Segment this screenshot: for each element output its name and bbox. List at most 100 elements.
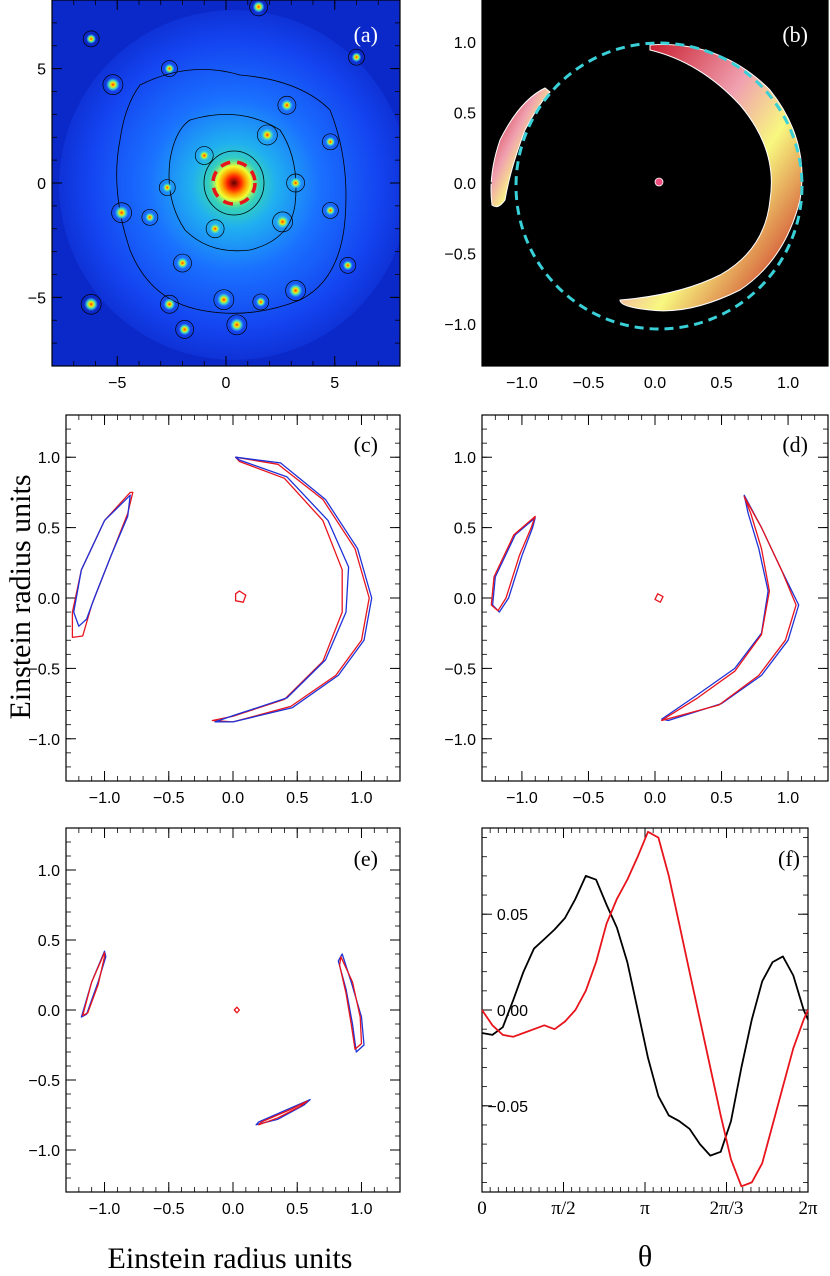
x-tick-label: 2π — [798, 1198, 818, 1219]
satellite-galaxy — [288, 283, 303, 298]
x-tick-label: 2π/3 — [710, 1198, 744, 1219]
panel-a-label: (a) — [354, 22, 378, 47]
satellite-contour — [158, 179, 176, 196]
x-tick-label: −0.5 — [573, 375, 605, 392]
panel-e-contours — [80, 950, 365, 1126]
satellite-contour — [141, 208, 159, 226]
x-tick-label: 0.5 — [286, 790, 308, 807]
y-tick-label: 0.5 — [38, 521, 60, 538]
satellite-contour — [173, 253, 192, 273]
satellite-contour — [286, 173, 305, 193]
panel-b-label: (b) — [782, 22, 808, 47]
panel-c-label: (c) — [354, 432, 378, 457]
panel-c-frame — [65, 414, 401, 782]
y-tick-label: −1.0 — [28, 1143, 60, 1160]
critical-curve — [211, 160, 257, 206]
contour-red-right-arc — [338, 956, 363, 1050]
outer-isophote — [116, 68, 347, 314]
satellite-contour — [322, 133, 339, 151]
x-tick-label: −1.0 — [506, 375, 538, 392]
y-tick-label: −0.05 — [488, 1099, 529, 1116]
satellite-contour — [256, 124, 278, 146]
x-tick-label: −1.0 — [89, 1201, 121, 1218]
satellite-galaxy — [144, 212, 155, 223]
satellite-contour — [277, 95, 297, 115]
satellite-galaxies — [80, 0, 365, 339]
y-tick-label: 1.0 — [454, 450, 476, 467]
x-tick-label: 0.5 — [286, 1201, 308, 1218]
satellite-galaxy — [84, 297, 99, 312]
satellite-galaxy — [255, 296, 266, 307]
x-tick-label: −0.5 — [153, 790, 185, 807]
x-tick-label: 0 — [222, 375, 231, 392]
y-tick-label: 0.0 — [38, 1003, 60, 1020]
satellite-contour — [348, 48, 365, 66]
panel-f-frame — [481, 827, 809, 1193]
contour-blue-right-arc — [214, 456, 373, 723]
x-tick-label: 0.5 — [710, 790, 732, 807]
x-tick-label: 1.0 — [350, 790, 372, 807]
panel-a-axes: −5 0 5 −5 0 5 — [28, 0, 401, 392]
x-axis-label: Einstein radius units — [108, 1242, 353, 1275]
series-red — [481, 830, 809, 1188]
contour-red-central — [654, 593, 664, 603]
satellite-galaxy — [162, 182, 173, 193]
satellite-galaxy — [114, 205, 129, 220]
y-tick-label: 1.0 — [38, 450, 60, 467]
panel-b: −1.0 −0.5 0.0 0.5 1.0 −1.0 −0.5 0.0 0.5 1.0 (b) — [444, 0, 829, 392]
satellite-galaxy — [178, 323, 191, 336]
satellite-galaxy — [351, 52, 362, 63]
satellite-contour — [161, 60, 178, 77]
satellite-contour — [82, 30, 100, 48]
y-tick-label: 0.0 — [454, 176, 476, 193]
satellite-contour — [160, 294, 179, 314]
contour-red-left-arc — [82, 951, 106, 1017]
satellite-galaxy — [198, 149, 211, 162]
panel-a-image — [52, 0, 400, 366]
satellite-galaxy — [260, 127, 275, 142]
satellite-galaxy — [252, 0, 265, 13]
contour-blue-left-arc — [73, 494, 131, 627]
panel-d-contours — [490, 494, 800, 722]
satellite-contour — [213, 289, 235, 311]
panel-b-axes: −1.0 −0.5 0.0 0.5 1.0 −1.0 −0.5 0.0 0.5 1.0 — [444, 0, 829, 392]
panel-c: −1.0 −0.5 0.0 0.5 1.0 −1.0 −0.5 0.0 0.5 1.0 (c) — [28, 414, 401, 807]
satellite-contour — [226, 314, 248, 336]
x-tick-label: 1.0 — [777, 375, 799, 392]
y-tick-label: −1.0 — [444, 317, 476, 334]
panel-f-axes: 0 π/2 π 2π/3 2π −0.05 0.00 0.05 — [477, 828, 818, 1219]
contour-red-left-arc — [490, 515, 536, 612]
y-axis-label: Einstein radius units — [4, 475, 37, 720]
satellite-galaxy — [86, 33, 97, 44]
satellite-galaxy — [105, 77, 120, 92]
y-tick-label: −0.5 — [28, 1073, 60, 1090]
satellite-contour — [111, 202, 132, 224]
satellite-galaxy — [176, 257, 189, 270]
panel-b-image — [482, 0, 828, 366]
satellite-contour — [285, 280, 306, 301]
central-image — [654, 177, 664, 187]
satellite-contour — [339, 257, 357, 274]
x-tick-label: −0.5 — [153, 1201, 185, 1218]
panel-f-lines — [481, 830, 809, 1188]
y-tick-label: −1.0 — [28, 732, 60, 749]
y-tick-label: 5 — [37, 62, 46, 79]
contour-blue-bottom-arc — [255, 1098, 311, 1126]
panel-e-axes: −1.0 −0.5 0.0 0.5 1.0 −1.0 −0.5 0.0 0.5 1.0 — [28, 827, 401, 1218]
contour-red-central — [234, 590, 247, 603]
y-tick-label: −5 — [28, 290, 46, 307]
satellite-galaxy — [289, 177, 302, 189]
x-tick-label: 0.0 — [222, 790, 244, 807]
satellite-galaxy — [164, 63, 175, 74]
panel-c-axes: −1.0 −0.5 0.0 0.5 1.0 −1.0 −0.5 0.0 0.5 1.0 — [28, 414, 401, 807]
satellite-galaxy — [280, 99, 293, 112]
panel-c-contours — [71, 456, 373, 723]
satellite-galaxy — [342, 260, 353, 271]
satellite-contour — [252, 293, 270, 311]
satellite-galaxy — [229, 317, 244, 332]
panel-f: 0 π/2 π 2π/3 2π −0.05 0.00 0.05 (f) — [477, 827, 818, 1219]
x-tick-label: 1.0 — [350, 1201, 372, 1218]
satellite-contour — [194, 146, 214, 165]
x-tick-label: 0.0 — [222, 1201, 244, 1218]
contour-red-central — [233, 1006, 241, 1014]
